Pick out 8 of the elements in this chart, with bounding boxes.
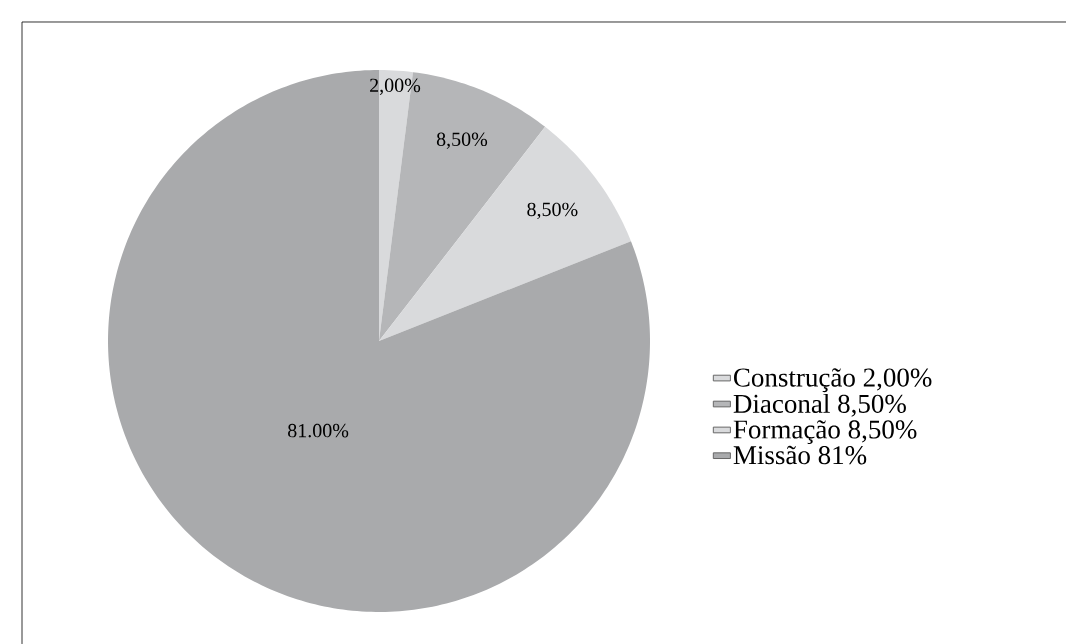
legend-label: Diaconal 8,50% — [733, 393, 906, 417]
data-label: 81.00% — [288, 423, 349, 438]
data-label: 8,50% — [436, 132, 488, 149]
legend-label: Missão 81% — [733, 445, 867, 465]
data-label: 8,50% — [527, 202, 578, 220]
legend-label: Construção 2,00% — [734, 368, 932, 393]
data-label: 2,00% — [370, 78, 421, 95]
legend-label: Formação 8,50% — [733, 420, 917, 445]
